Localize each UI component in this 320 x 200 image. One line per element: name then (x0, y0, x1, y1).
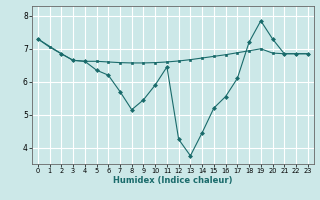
X-axis label: Humidex (Indice chaleur): Humidex (Indice chaleur) (113, 176, 233, 185)
